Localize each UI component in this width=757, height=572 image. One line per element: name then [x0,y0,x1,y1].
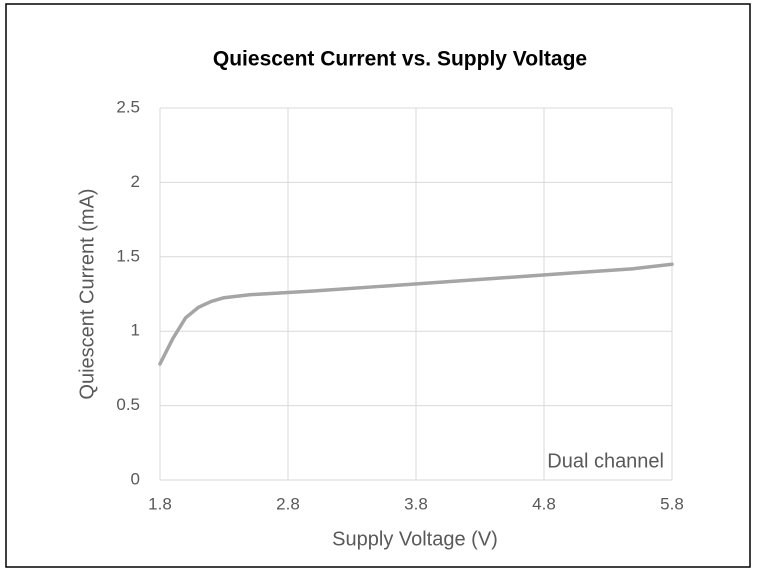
x-tick-label: 5.8 [660,494,684,513]
y-tick-label: 0.5 [116,395,140,414]
y-tick-label: 2 [131,172,140,191]
x-tick-label: 1.8 [148,494,172,513]
x-tick-label: 3.8 [404,494,428,513]
y-tick-label: 0 [131,469,140,488]
y-axis-label: Quiescent Current (mA) [76,188,98,399]
y-tick-label: 1.5 [116,246,140,265]
y-tick-label: 1 [131,321,140,340]
x-axis-label: Supply Voltage (V) [332,528,498,550]
x-tick-label: 2.8 [276,494,300,513]
x-tick-label: 4.8 [532,494,556,513]
data-line [158,262,674,366]
annotation: Dual channel [547,450,664,472]
y-tick-label: 2.5 [116,97,140,116]
chart-title: Quiescent Current vs. Supply Voltage [213,48,587,71]
